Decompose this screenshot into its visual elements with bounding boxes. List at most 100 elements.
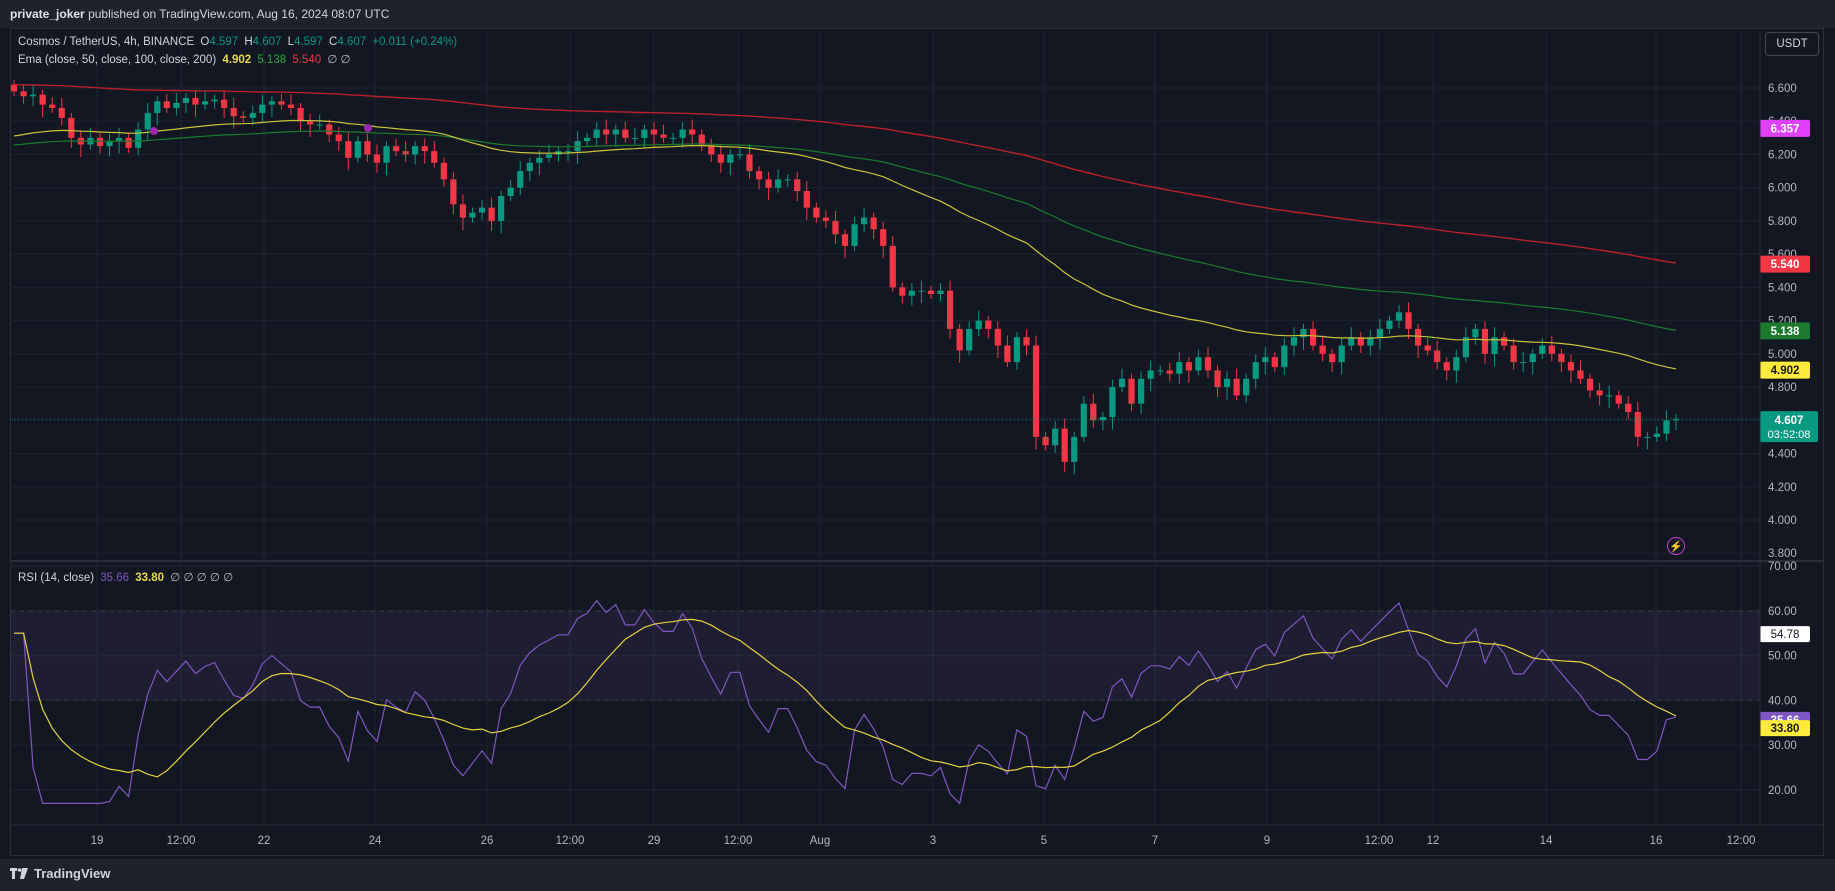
candle-body — [822, 217, 830, 221]
time-tick-label: 19 — [91, 835, 104, 847]
candle-body — [1625, 403, 1632, 412]
high-value: 4.607 — [252, 36, 282, 48]
current-price-box — [1760, 411, 1818, 443]
candle-body — [354, 141, 361, 158]
time-tick-label: 5 — [1041, 835, 1047, 847]
signal-marker — [364, 124, 372, 132]
price-tick-label: 6.200 — [1768, 149, 1797, 161]
candle-body — [717, 154, 724, 163]
ema100-tag: 5.138 — [1771, 326, 1800, 338]
symbol-legend[interactable]: Cosmos / TetherUS, 4h, BINANCE O4.597 H4… — [18, 36, 460, 48]
rsi-tick-label: 60.00 — [1768, 606, 1797, 618]
candle-body — [459, 204, 467, 218]
candle-body — [1529, 353, 1536, 363]
candle-body — [1548, 345, 1555, 354]
candle-body — [106, 141, 113, 147]
candle-body — [1338, 345, 1345, 363]
currency-button[interactable]: USDT — [1765, 32, 1819, 56]
candle-body — [1634, 412, 1641, 437]
candle-body — [230, 107, 237, 117]
candle-body — [975, 320, 982, 329]
candle-body — [1567, 362, 1575, 371]
candle-body — [1157, 370, 1164, 372]
candle-body — [1004, 345, 1011, 363]
price-tick-label: 5.800 — [1768, 216, 1797, 228]
candle-body — [603, 129, 610, 135]
candle-body — [1214, 370, 1221, 388]
candle-body — [115, 137, 123, 142]
candle-body — [1137, 378, 1145, 404]
ema-label: Ema (close, 50, close, 100, close, 200) — [18, 54, 217, 66]
ema-legend[interactable]: Ema (close, 50, close, 100, close, 200) … — [18, 52, 354, 66]
candle-body — [593, 129, 600, 138]
candle-body — [268, 101, 276, 105]
ema50-tag-box — [1760, 361, 1810, 379]
candle-body — [1195, 357, 1202, 371]
candle-body — [660, 134, 667, 138]
price-tick-label: 6.600 — [1768, 83, 1797, 95]
signal-marker — [150, 127, 158, 135]
candle-body — [746, 154, 753, 172]
rsi-tick-label: 70.00 — [1768, 561, 1797, 573]
rsi-tick-label: 50.00 — [1768, 651, 1797, 663]
candle-body — [240, 116, 247, 118]
footer-bar — [0, 859, 1835, 891]
open-label: O — [200, 36, 210, 48]
published-text: published on TradingView.com, Aug 16, 20… — [88, 7, 390, 21]
candle-body — [49, 104, 56, 108]
candle-body — [1367, 337, 1374, 346]
candle-body — [755, 171, 763, 180]
lightning-alert-icon[interactable]: ⚡ — [1667, 537, 1685, 555]
candle-body — [794, 179, 801, 192]
low-label: L — [287, 36, 295, 48]
candle-body — [1672, 419, 1680, 421]
candle-body — [182, 97, 190, 103]
candle-body — [335, 134, 342, 142]
candle-body — [1462, 337, 1469, 358]
rsi-tick-label: 20.00 — [1768, 785, 1797, 797]
time-tick-label: 12 — [1427, 835, 1440, 847]
publisher-name[interactable]: private_joker — [10, 7, 85, 21]
candle-body — [144, 112, 151, 130]
candle-body — [736, 154, 744, 156]
candle-body — [1223, 378, 1231, 388]
candle-body — [173, 102, 180, 108]
time-tick-label: 22 — [258, 835, 271, 847]
time-tick-label: 12:00 — [1365, 835, 1394, 847]
candle-body — [1615, 395, 1622, 404]
candle-body — [899, 287, 906, 296]
time-tick-label: Aug — [810, 835, 830, 847]
time-tick-label: 14 — [1540, 835, 1553, 847]
candle-body — [1233, 378, 1240, 396]
candle-body — [163, 101, 170, 108]
price-tag-6357-box — [1760, 119, 1810, 137]
candle-body — [1539, 345, 1546, 354]
ema50-tag: 4.902 — [1771, 365, 1800, 377]
candle-body — [1204, 357, 1212, 371]
tradingview-logo[interactable]: TradingView — [10, 866, 110, 881]
candle-body — [58, 107, 65, 118]
rsi-legend[interactable]: RSI (14, close) 35.66 33.80 ∅ ∅ ∅ ∅ ∅ — [18, 570, 236, 584]
rsi-54-box — [1760, 626, 1810, 643]
time-tick-label: 16 — [1650, 835, 1663, 847]
time-tick-label: 12:00 — [556, 835, 585, 847]
candle-body — [765, 179, 772, 188]
ema50-line — [13, 119, 1677, 370]
candle-body — [68, 117, 75, 138]
time-tick-label: 24 — [369, 835, 382, 847]
candle-body — [135, 129, 142, 148]
candle-body — [564, 151, 572, 153]
candle-body — [498, 196, 505, 221]
candle-body — [583, 137, 591, 142]
candle-body — [1663, 420, 1670, 434]
candle-body — [469, 212, 476, 218]
candle-body — [1357, 337, 1364, 346]
candle-body — [1271, 357, 1278, 368]
candle-body — [985, 320, 992, 329]
candle-body — [1042, 436, 1049, 446]
rsi-tick-label: 40.00 — [1768, 695, 1797, 707]
time-tick-label: 12:00 — [167, 835, 196, 847]
candle-body — [1061, 428, 1068, 462]
price-tag-6357: 6.357 — [1771, 123, 1800, 135]
